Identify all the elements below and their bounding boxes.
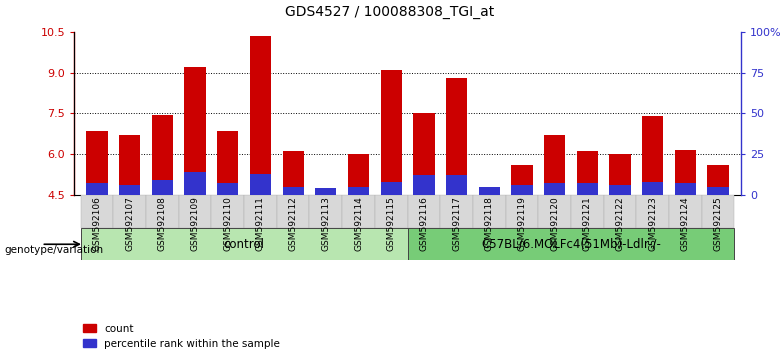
Bar bbox=[702, 195, 735, 228]
Text: GSM592106: GSM592106 bbox=[93, 196, 101, 251]
Bar bbox=[473, 195, 505, 228]
Bar bbox=[576, 183, 598, 195]
Text: GSM592110: GSM592110 bbox=[223, 196, 232, 251]
Text: GSM592116: GSM592116 bbox=[420, 196, 428, 251]
Bar bbox=[250, 36, 271, 195]
Bar bbox=[310, 195, 342, 228]
Bar bbox=[446, 175, 467, 195]
Bar bbox=[512, 165, 533, 195]
Bar bbox=[80, 195, 113, 228]
Bar bbox=[375, 195, 408, 228]
Bar bbox=[544, 183, 566, 195]
Bar bbox=[113, 195, 146, 228]
Text: GSM592121: GSM592121 bbox=[583, 196, 592, 251]
Text: GSM592117: GSM592117 bbox=[452, 196, 461, 251]
Text: GSM592125: GSM592125 bbox=[714, 196, 722, 251]
Bar bbox=[544, 135, 566, 195]
Bar bbox=[408, 195, 440, 228]
Bar bbox=[152, 115, 173, 195]
Bar bbox=[179, 195, 211, 228]
Bar bbox=[675, 150, 696, 195]
Bar bbox=[217, 131, 239, 195]
Bar bbox=[538, 195, 571, 228]
Bar bbox=[87, 183, 108, 195]
Bar bbox=[669, 195, 702, 228]
Bar bbox=[119, 185, 140, 195]
Bar bbox=[119, 135, 140, 195]
Bar bbox=[609, 185, 631, 195]
Bar bbox=[381, 70, 402, 195]
Bar bbox=[642, 116, 663, 195]
Text: GDS4527 / 100088308_TGI_at: GDS4527 / 100088308_TGI_at bbox=[285, 5, 495, 19]
Bar bbox=[479, 187, 500, 195]
Bar bbox=[217, 183, 239, 195]
Bar bbox=[244, 195, 277, 228]
Bar bbox=[707, 187, 729, 195]
Bar bbox=[348, 187, 369, 195]
Text: GSM592114: GSM592114 bbox=[354, 196, 363, 251]
Bar bbox=[152, 180, 173, 195]
Bar bbox=[479, 189, 500, 195]
Bar bbox=[277, 195, 310, 228]
Text: GSM592122: GSM592122 bbox=[615, 196, 625, 251]
Bar bbox=[413, 175, 434, 195]
Text: GSM592118: GSM592118 bbox=[485, 196, 494, 251]
Text: control: control bbox=[224, 238, 264, 251]
Bar bbox=[342, 195, 375, 228]
Legend: count, percentile rank within the sample: count, percentile rank within the sample bbox=[83, 324, 280, 349]
Bar bbox=[440, 195, 473, 228]
Text: GSM592113: GSM592113 bbox=[321, 196, 330, 251]
Bar bbox=[315, 188, 336, 195]
Text: GSM592107: GSM592107 bbox=[125, 196, 134, 251]
Text: GSM592123: GSM592123 bbox=[648, 196, 658, 251]
Text: GSM592119: GSM592119 bbox=[517, 196, 526, 251]
Text: GSM592109: GSM592109 bbox=[190, 196, 200, 251]
Bar bbox=[282, 187, 303, 195]
Text: C57BL/6.MOLFc4(51Mb)-Ldlr-/-: C57BL/6.MOLFc4(51Mb)-Ldlr-/- bbox=[481, 238, 661, 251]
Text: GSM592111: GSM592111 bbox=[256, 196, 265, 251]
Bar bbox=[636, 195, 669, 228]
Bar bbox=[571, 195, 604, 228]
Bar bbox=[604, 195, 636, 228]
Text: GSM592112: GSM592112 bbox=[289, 196, 298, 251]
Bar bbox=[87, 131, 108, 195]
Text: GSM592108: GSM592108 bbox=[158, 196, 167, 251]
Bar bbox=[184, 172, 206, 195]
Text: genotype/variation: genotype/variation bbox=[4, 245, 103, 255]
Text: GSM592120: GSM592120 bbox=[550, 196, 559, 251]
Bar bbox=[211, 195, 244, 228]
Bar bbox=[80, 228, 407, 260]
Text: GSM592115: GSM592115 bbox=[387, 196, 395, 251]
Bar bbox=[381, 182, 402, 195]
Bar bbox=[642, 182, 663, 195]
Bar bbox=[250, 173, 271, 195]
Bar bbox=[315, 190, 336, 195]
Bar bbox=[512, 185, 533, 195]
Bar bbox=[282, 151, 303, 195]
Bar bbox=[707, 165, 729, 195]
Bar bbox=[184, 67, 206, 195]
Bar bbox=[413, 113, 434, 195]
Bar bbox=[576, 151, 598, 195]
Bar bbox=[408, 228, 735, 260]
Bar bbox=[505, 195, 538, 228]
Bar bbox=[446, 78, 467, 195]
Bar bbox=[146, 195, 179, 228]
Text: GSM592124: GSM592124 bbox=[681, 196, 690, 251]
Bar bbox=[348, 154, 369, 195]
Bar bbox=[675, 183, 696, 195]
Bar bbox=[609, 154, 631, 195]
